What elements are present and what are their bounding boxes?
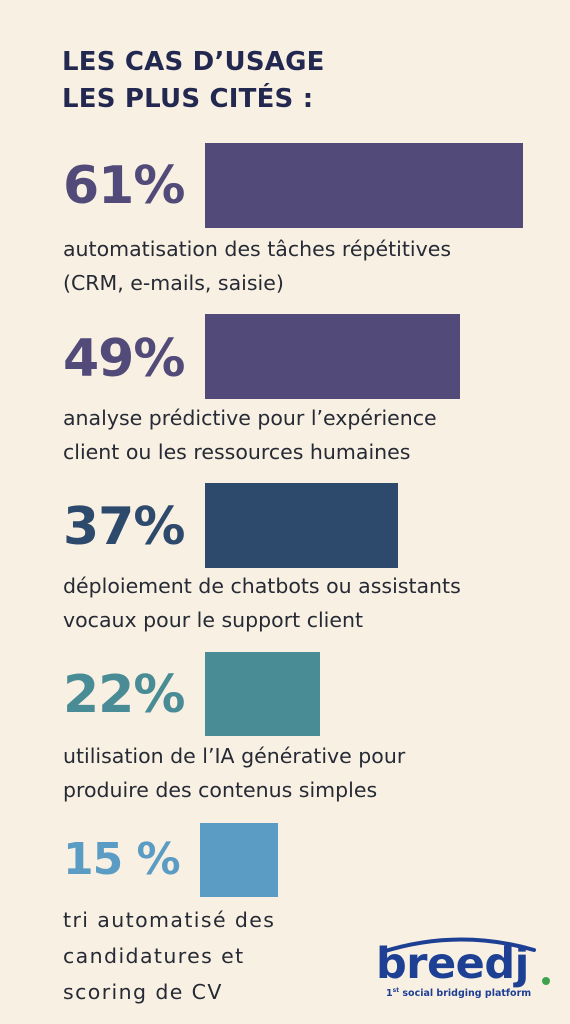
- value-label-4: 22%: [63, 665, 185, 725]
- page-title: LES CAS D’USAGE LES PLUS CITÉS :: [62, 44, 325, 118]
- logo-tagline: 1st social bridging platform: [386, 987, 532, 1000]
- category-label-2: analyse prédictive pour l’expérience cli…: [63, 406, 437, 464]
- category-label-5: tri automatisé des candidatures et scori…: [63, 908, 276, 1004]
- value-label-3: 37%: [63, 497, 185, 557]
- bar-1: [205, 143, 523, 228]
- category-label-1: automatisation des tâches répétitives (C…: [63, 237, 452, 295]
- logo-dot-icon: [542, 977, 550, 985]
- title-line-1: LES CAS D’USAGE: [62, 47, 325, 77]
- bar-4: [205, 652, 320, 736]
- category-label-4: utilisation de l’IA générative pour prod…: [63, 744, 406, 802]
- title-line-2: LES PLUS CITÉS :: [62, 84, 314, 114]
- logo-arc-icon: [380, 937, 536, 954]
- value-label-2: 49%: [63, 329, 185, 389]
- logo-wordmark: breedj: [376, 939, 529, 989]
- value-label-1: 61%: [63, 156, 185, 216]
- bar-5: [200, 823, 278, 897]
- bar-2: [205, 314, 460, 399]
- value-label-5: 15 %: [63, 834, 181, 885]
- category-label-3: déploiement de chatbots ou assistants vo…: [63, 574, 461, 632]
- bar-3: [205, 483, 398, 568]
- breedj-logo: breedj 1st social bridging platform: [376, 937, 556, 1000]
